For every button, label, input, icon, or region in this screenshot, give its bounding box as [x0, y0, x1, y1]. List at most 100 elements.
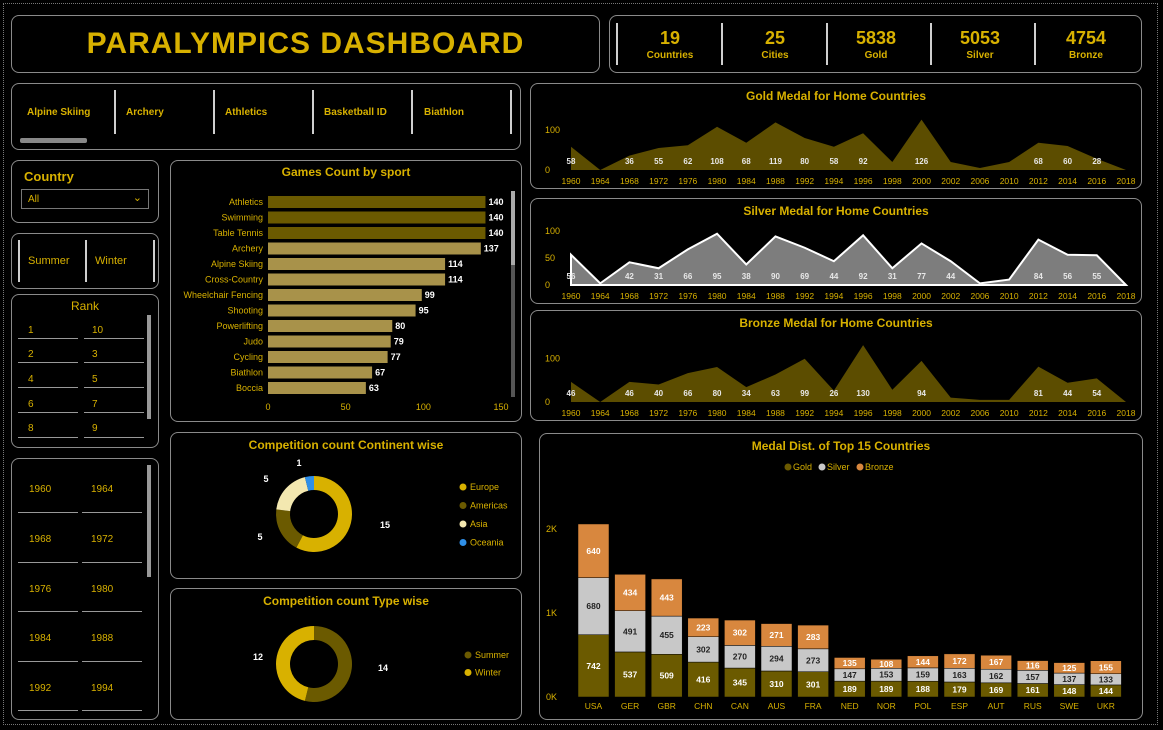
data-label: 44 [946, 272, 955, 281]
chevron-down-icon: ⌄ [132, 192, 142, 204]
x-tick-label: GBR [657, 701, 675, 711]
data-label: 92 [859, 157, 868, 166]
bar-category-label: Cycling [233, 352, 263, 362]
year-item[interactable]: 1988 [91, 633, 114, 644]
rank-item[interactable]: 2 [28, 349, 34, 360]
kpi-label: Gold [864, 50, 888, 61]
season-item[interactable]: Winter [95, 255, 127, 267]
bar-value-label: 79 [394, 337, 404, 347]
stack-segment [870, 658, 903, 669]
year-item[interactable]: 1968 [29, 534, 52, 545]
x-tick-label: UKR [1097, 701, 1115, 711]
y-tick-label: 100 [545, 226, 560, 236]
sport-item[interactable]: Alpine Skiing [27, 107, 91, 118]
segment-value-label: 283 [806, 632, 820, 642]
donut-slice [276, 626, 314, 701]
legend-label: Summer [475, 650, 509, 660]
segment-value-label: 161 [1026, 685, 1040, 695]
rank-item[interactable]: 9 [92, 423, 98, 434]
chart-title: Gold Medal for Home Countries [745, 89, 926, 103]
y-tick-label: 2K [546, 524, 557, 534]
rank-item[interactable]: 1 [28, 325, 34, 336]
x-tick-label: 1980 [708, 176, 727, 186]
country-dropdown[interactable]: All ⌄ [21, 189, 149, 209]
stack-segment [650, 654, 683, 698]
data-label: 63 [771, 389, 780, 398]
segment-value-label: 172 [952, 656, 966, 666]
x-tick-label: FRA [805, 701, 822, 711]
year-item[interactable]: 1964 [91, 484, 114, 495]
sport-item[interactable]: Athletics [225, 107, 268, 118]
year-item[interactable]: 1972 [91, 534, 114, 545]
rank-item[interactable]: 8 [28, 423, 34, 434]
rank-item[interactable]: 10 [92, 325, 104, 336]
year-item[interactable]: 1994 [91, 683, 114, 694]
segment-value-label: 680 [586, 601, 600, 611]
x-tick-label: POL [914, 701, 931, 711]
x-tick-label: 2012 [1029, 408, 1048, 418]
segment-value-label: 169 [989, 685, 1003, 695]
sport-item[interactable]: Biathlon [424, 107, 464, 118]
page-title: PARALYMPICS DASHBOARD [86, 27, 525, 60]
data-label: 58 [829, 157, 838, 166]
x-tick-label: 1972 [649, 176, 668, 186]
x-tick-label: 1996 [854, 291, 873, 301]
rank-item[interactable]: 5 [92, 374, 98, 385]
x-tick-label: 2018 [1117, 408, 1136, 418]
x-tick-label: 1960 [562, 176, 581, 186]
data-label: 94 [917, 389, 926, 398]
x-tick-label: 2000 [912, 408, 931, 418]
year-item[interactable]: 1992 [29, 683, 52, 694]
rank-item[interactable]: 4 [28, 374, 34, 385]
vertical-scrollbar[interactable] [147, 315, 151, 419]
year-item[interactable]: 1980 [91, 584, 114, 595]
sport-item[interactable]: Basketball ID [324, 107, 387, 118]
year-item[interactable]: 1984 [29, 633, 52, 644]
segment-value-label: 135 [843, 658, 857, 668]
data-label: 36 [625, 157, 634, 166]
medal-dist-card: Medal Dist. of Top 15 Countries 0K 1K 2K 74… [539, 433, 1143, 720]
data-label: 80 [713, 389, 722, 398]
chart-title: Medal Dist. of Top 15 Countries [751, 439, 931, 453]
season-slicer: Summer Winter [11, 233, 159, 289]
y-tick-label: 100 [545, 125, 560, 135]
slice-value-label: 12 [253, 652, 263, 662]
bar-category-label: Archery [232, 244, 264, 254]
stack-segment [760, 646, 793, 672]
x-tick-label: 2016 [1087, 291, 1106, 301]
x-tick-label: 1972 [649, 291, 668, 301]
x-tick-label: CAN [731, 701, 749, 711]
x-tick-label: 50 [341, 402, 351, 412]
bar [268, 351, 388, 363]
rank-item[interactable]: 7 [92, 399, 98, 410]
segment-value-label: 640 [586, 546, 600, 556]
data-label: 81 [1034, 389, 1043, 398]
data-label: 66 [683, 272, 692, 281]
year-item[interactable]: 1976 [29, 584, 52, 595]
segment-value-label: 155 [1099, 662, 1113, 672]
horizontal-scrollbar[interactable] [20, 138, 87, 143]
data-label: 54 [1092, 389, 1101, 398]
continent-donut-card: Competition count Continent wise 15 5 5 1 Eu… [170, 432, 522, 579]
season-item[interactable]: Summer [28, 255, 70, 267]
data-label: 92 [859, 272, 868, 281]
y-tick-label: 100 [545, 353, 560, 363]
vertical-scrollbar[interactable] [511, 191, 515, 397]
rank-item[interactable]: 6 [28, 399, 34, 410]
year-item[interactable]: 1960 [29, 484, 52, 495]
x-tick-label: 2018 [1117, 176, 1136, 186]
data-label: 34 [742, 389, 751, 398]
slice-value-label: 5 [257, 532, 262, 542]
x-tick-label: 1976 [678, 176, 697, 186]
segment-value-label: 271 [769, 630, 783, 640]
sport-item[interactable]: Archery [126, 107, 164, 118]
x-tick-label: AUS [768, 701, 786, 711]
x-tick-label: 1960 [562, 291, 581, 301]
rank-item[interactable]: 3 [92, 349, 98, 360]
vertical-scrollbar[interactable] [147, 465, 151, 577]
legend-marker [464, 669, 472, 676]
data-label: 28 [1092, 157, 1101, 166]
legend-label: Winter [475, 668, 501, 678]
legend-marker [459, 539, 467, 546]
x-tick-label: 100 [416, 402, 431, 412]
